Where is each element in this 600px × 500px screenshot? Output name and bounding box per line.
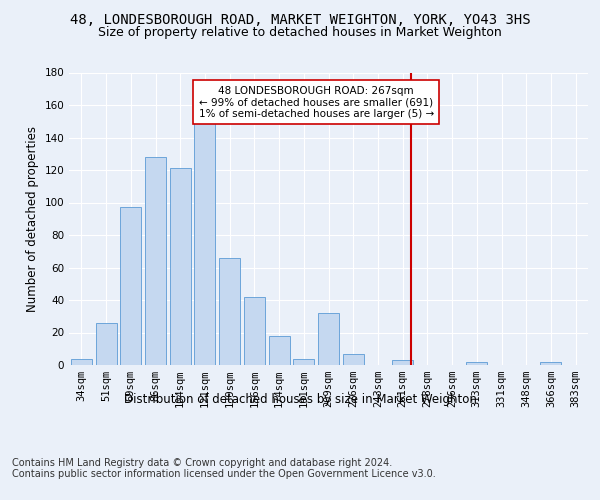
Bar <box>219 258 240 365</box>
Bar <box>95 323 116 365</box>
Bar <box>120 208 141 365</box>
Bar <box>293 358 314 365</box>
Text: Contains HM Land Registry data © Crown copyright and database right 2024.
Contai: Contains HM Land Registry data © Crown c… <box>12 458 436 479</box>
Bar <box>392 360 413 365</box>
Bar <box>194 120 215 365</box>
Bar <box>541 362 562 365</box>
Bar <box>269 336 290 365</box>
Bar <box>318 313 339 365</box>
Text: Size of property relative to detached houses in Market Weighton: Size of property relative to detached ho… <box>98 26 502 39</box>
Text: 48, LONDESBOROUGH ROAD, MARKET WEIGHTON, YORK, YO43 3HS: 48, LONDESBOROUGH ROAD, MARKET WEIGHTON,… <box>70 12 530 26</box>
Bar <box>145 157 166 365</box>
Y-axis label: Number of detached properties: Number of detached properties <box>26 126 39 312</box>
Bar <box>466 362 487 365</box>
Bar <box>244 296 265 365</box>
Text: Distribution of detached houses by size in Market Weighton: Distribution of detached houses by size … <box>124 392 476 406</box>
Bar <box>71 358 92 365</box>
Bar <box>343 354 364 365</box>
Text: 48 LONDESBOROUGH ROAD: 267sqm
← 99% of detached houses are smaller (691)
1% of s: 48 LONDESBOROUGH ROAD: 267sqm ← 99% of d… <box>199 86 434 118</box>
Bar <box>170 168 191 365</box>
